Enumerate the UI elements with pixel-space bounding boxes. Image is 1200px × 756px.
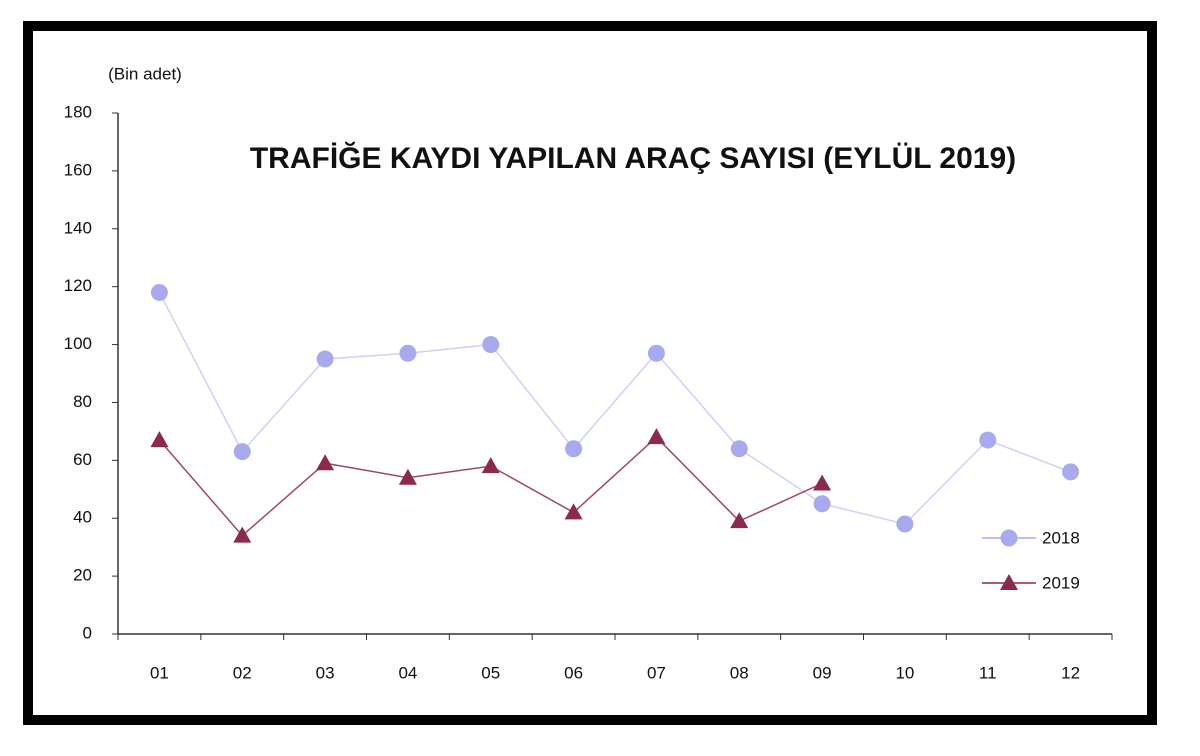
data-point	[399, 344, 417, 362]
data-point	[564, 503, 583, 520]
legend-label: 2019	[1042, 573, 1080, 592]
data-point	[150, 431, 169, 448]
x-tick-label: 11	[979, 663, 997, 682]
data-point	[1062, 463, 1080, 481]
x-tick-label: 08	[730, 663, 749, 682]
series-line	[158, 292, 1071, 525]
y-tick-label: 80	[73, 392, 92, 411]
legend-marker	[1000, 574, 1018, 590]
y-tick-label: 0	[83, 623, 92, 642]
data-point	[481, 457, 500, 474]
data-point	[813, 495, 831, 513]
data-point	[233, 443, 251, 461]
x-tick-label: 02	[233, 663, 252, 682]
x-tick-label: 12	[1061, 663, 1080, 682]
y-tick-label: 120	[64, 276, 92, 295]
y-tick-label: 100	[64, 334, 92, 353]
x-tick-label: 07	[647, 663, 666, 682]
legend-marker	[1000, 529, 1018, 547]
data-point	[813, 474, 832, 491]
y-tick-label: 40	[73, 508, 92, 527]
data-point	[979, 431, 997, 449]
data-point	[730, 512, 749, 529]
x-tick-label: 06	[564, 663, 583, 682]
x-tick-label: 01	[150, 663, 169, 682]
x-tick-label: 03	[316, 663, 335, 682]
y-tick-label: 160	[64, 160, 92, 179]
x-tick-label: 05	[481, 663, 500, 682]
x-tick-label: 04	[398, 663, 417, 682]
y-tick-label: 140	[64, 218, 92, 237]
data-point	[233, 526, 252, 543]
data-point	[730, 440, 748, 458]
x-tick-label: 09	[813, 663, 832, 682]
data-point	[647, 344, 665, 362]
y-tick-label: 180	[64, 102, 92, 121]
y-tick-label: 20	[73, 566, 92, 585]
data-point	[150, 283, 168, 301]
data-point	[316, 350, 334, 368]
data-point	[896, 515, 914, 533]
data-point	[647, 428, 666, 445]
data-point	[482, 336, 500, 354]
y-tick-label: 60	[73, 450, 92, 469]
chart-title: TRAFİĞE KAYDI YAPILAN ARAÇ SAYISI (EYLÜL…	[250, 141, 1016, 175]
data-point	[316, 454, 335, 471]
frame	[23, 21, 1157, 725]
data-point	[565, 440, 583, 458]
data-point	[398, 468, 417, 485]
y-axis-label: (Bin adet)	[108, 64, 182, 83]
legend-label: 2018	[1042, 528, 1080, 547]
x-tick-label: 10	[895, 663, 914, 682]
